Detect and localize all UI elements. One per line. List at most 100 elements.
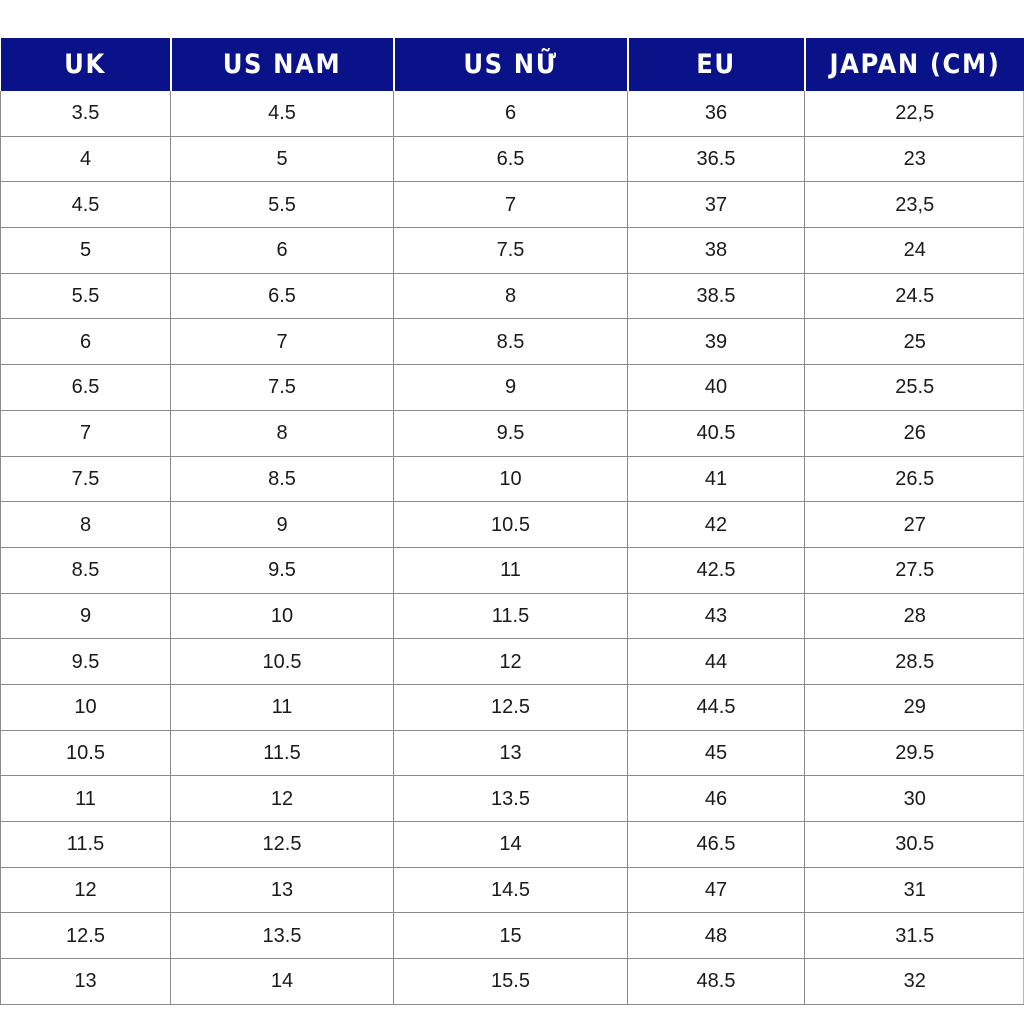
- cell-us_nu: 10.5: [393, 501, 628, 548]
- cell-us_nam: 11: [170, 684, 394, 731]
- cell-us_nam: 14: [170, 958, 394, 1005]
- cell-uk: 12.5: [0, 912, 171, 960]
- cell-japan: 30: [804, 775, 1024, 822]
- cell-uk: 5: [0, 227, 171, 274]
- cell-us_nu: 13: [393, 730, 628, 777]
- cell-us_nu: 7: [393, 181, 628, 229]
- cell-us_nu: 12.5: [393, 684, 628, 731]
- cell-japan: 32: [804, 958, 1024, 1005]
- cell-japan: 28: [804, 593, 1024, 640]
- cell-eu: 46: [627, 775, 805, 822]
- cell-us_nam: 4.5: [170, 91, 394, 137]
- table-row: 10 11 12.5 44.5 29: [0, 684, 1024, 731]
- cell-us_nu: 6.5: [393, 136, 628, 183]
- cell-us_nu: 12: [393, 638, 628, 685]
- cell-us_nu: 15: [393, 912, 628, 960]
- cell-eu: 36: [627, 91, 805, 137]
- cell-uk: 6.5: [0, 364, 171, 411]
- table-row: 6 7 8.5 39 25: [0, 318, 1024, 366]
- table-row: 10.5 11.5 13 45 29.5: [0, 730, 1024, 777]
- cell-uk: 10: [0, 684, 171, 731]
- cell-uk: 9: [0, 593, 171, 640]
- cell-us_nam: 5.5: [170, 181, 394, 229]
- cell-eu: 43: [627, 593, 805, 640]
- cell-uk: 8.5: [0, 547, 171, 594]
- cell-us_nam: 8: [170, 410, 394, 457]
- cell-japan: 30.5: [804, 821, 1024, 868]
- cell-uk: 9.5: [0, 638, 171, 685]
- cell-us_nam: 10: [170, 593, 394, 640]
- table-row: 8.5 9.5 11 42.5 27.5: [0, 547, 1024, 594]
- cell-japan: 22,5: [804, 91, 1024, 137]
- column-header-uk: UK: [0, 38, 172, 91]
- cell-us_nu: 15.5: [393, 958, 628, 1005]
- cell-us_nam: 5: [170, 136, 394, 183]
- cell-uk: 5.5: [0, 273, 171, 320]
- cell-uk: 7: [0, 410, 171, 457]
- cell-us_nam: 11.5: [170, 730, 394, 777]
- cell-eu: 38: [627, 227, 805, 274]
- cell-us_nam: 7.5: [170, 364, 394, 411]
- cell-us_nam: 6: [170, 227, 394, 274]
- cell-uk: 11.5: [0, 821, 171, 868]
- cell-japan: 25: [804, 318, 1024, 366]
- cell-eu: 40.5: [627, 410, 805, 457]
- cell-uk: 13: [0, 958, 171, 1005]
- cell-eu: 36.5: [627, 136, 805, 183]
- table-row: 13 14 15.5 48.5 32: [0, 958, 1024, 1005]
- cell-uk: 10.5: [0, 730, 171, 777]
- cell-eu: 37: [627, 181, 805, 229]
- table-row: 7.5 8.5 10 41 26.5: [0, 456, 1024, 503]
- column-header-us-nu: US NỮ: [393, 38, 629, 91]
- cell-japan: 28.5: [804, 638, 1024, 685]
- table-row: 12.5 13.5 15 48 31.5: [0, 912, 1024, 960]
- cell-us_nu: 8: [393, 273, 628, 320]
- column-header-japan-cm: JAPAN (CM): [804, 38, 1024, 91]
- cell-japan: 31: [804, 867, 1024, 914]
- cell-japan: 24.5: [804, 273, 1024, 320]
- table-row: 6.5 7.5 9 40 25.5: [0, 364, 1024, 411]
- table-header: UK US NAM US NỮ EU JAPAN (CM): [0, 38, 1024, 91]
- cell-uk: 4: [0, 136, 171, 183]
- cell-uk: 12: [0, 867, 171, 914]
- cell-eu: 41: [627, 456, 805, 503]
- cell-us_nu: 7.5: [393, 227, 628, 274]
- cell-japan: 26: [804, 410, 1024, 457]
- size-chart-container: UK US NAM US NỮ EU JAPAN (CM) 3.5 4.5 6 36 2…: [0, 38, 1024, 1005]
- column-header-us-nam: US NAM: [170, 38, 395, 91]
- cell-us_nu: 14.5: [393, 867, 628, 914]
- column-header-eu: EU: [627, 38, 806, 91]
- cell-eu: 38.5: [627, 273, 805, 320]
- cell-us_nam: 12.5: [170, 821, 394, 868]
- cell-us_nam: 12: [170, 775, 394, 822]
- cell-uk: 7.5: [0, 456, 171, 503]
- cell-eu: 44.5: [627, 684, 805, 731]
- cell-us_nam: 13: [170, 867, 394, 914]
- cell-eu: 39: [627, 318, 805, 366]
- table-row: 11 12 13.5 46 30: [0, 775, 1024, 822]
- cell-us_nam: 9.5: [170, 547, 394, 594]
- cell-us_nam: 7: [170, 318, 394, 366]
- cell-uk: 8: [0, 501, 171, 548]
- cell-eu: 40: [627, 364, 805, 411]
- table-row: 4 5 6.5 36.5 23: [0, 136, 1024, 183]
- table-row: 8 9 10.5 42 27: [0, 501, 1024, 548]
- cell-eu: 48: [627, 912, 805, 960]
- cell-eu: 44: [627, 638, 805, 685]
- table-row: 11.5 12.5 14 46.5 30.5: [0, 821, 1024, 868]
- cell-eu: 46.5: [627, 821, 805, 868]
- cell-uk: 3.5: [0, 91, 171, 137]
- cell-japan: 26.5: [804, 456, 1024, 503]
- cell-uk: 11: [0, 775, 171, 822]
- cell-us_nu: 14: [393, 821, 628, 868]
- cell-us_nu: 11.5: [393, 593, 628, 640]
- table-row: 5 6 7.5 38 24: [0, 227, 1024, 274]
- cell-japan: 23: [804, 136, 1024, 183]
- cell-us_nu: 10: [393, 456, 628, 503]
- cell-japan: 29: [804, 684, 1024, 731]
- cell-japan: 27.5: [804, 547, 1024, 594]
- table-row: 9.5 10.5 12 44 28.5: [0, 638, 1024, 685]
- table-row: 9 10 11.5 43 28: [0, 593, 1024, 640]
- cell-us_nu: 6: [393, 91, 628, 137]
- cell-eu: 47: [627, 867, 805, 914]
